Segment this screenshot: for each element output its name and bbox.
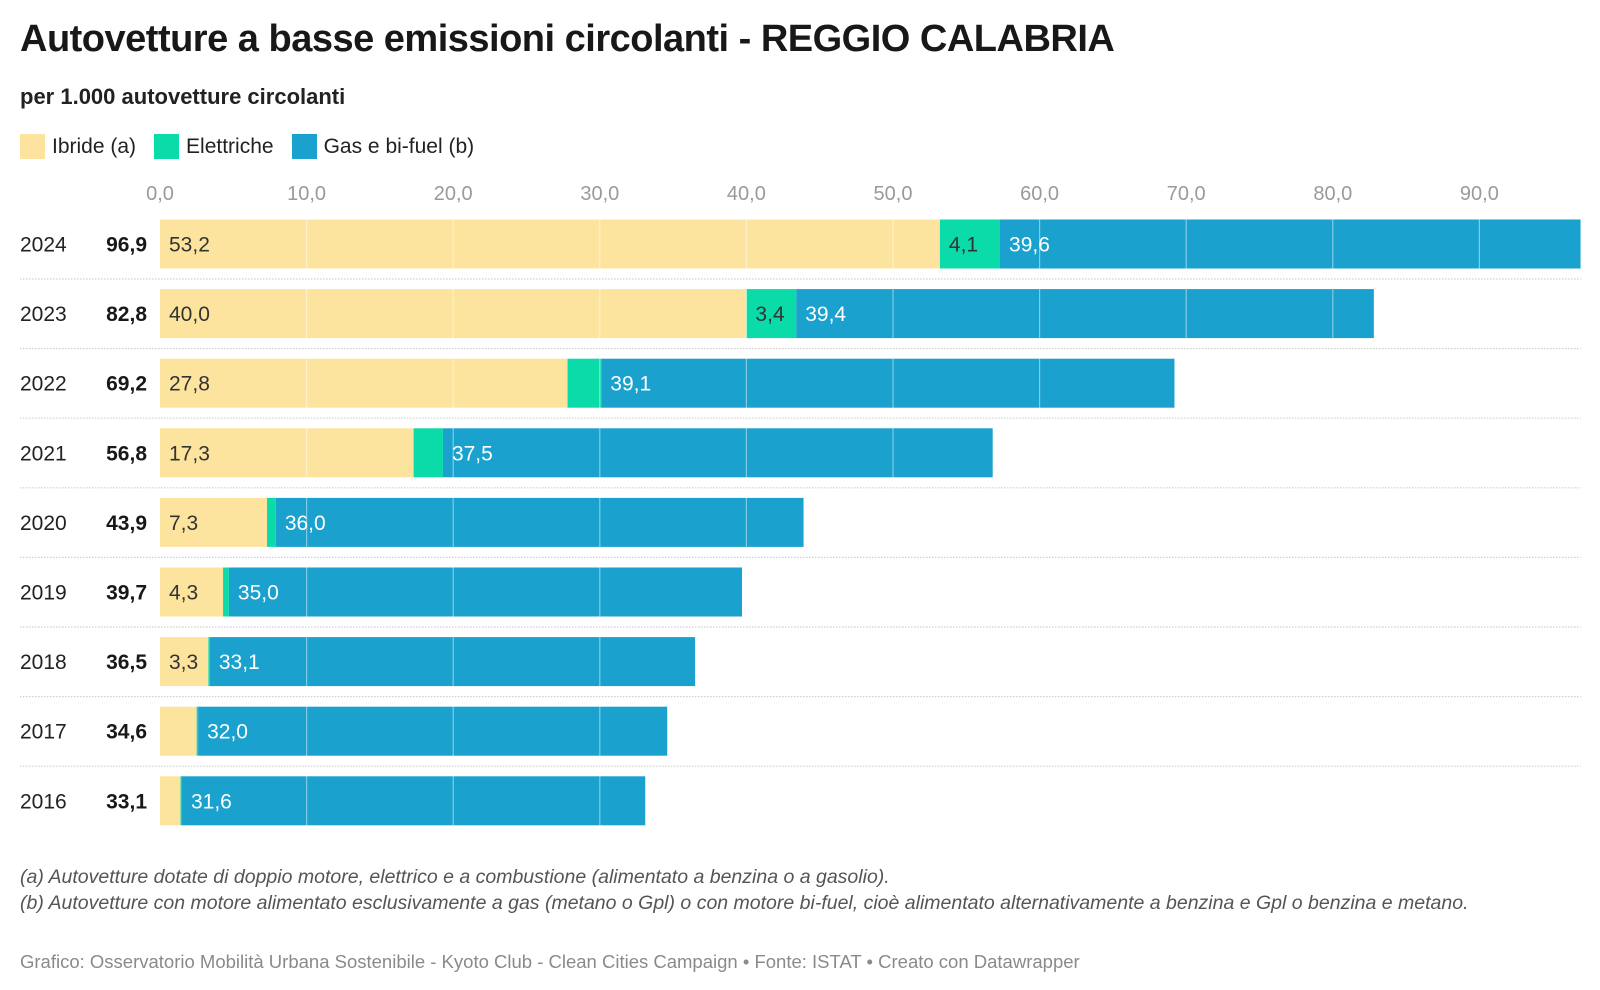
total-label: 69,2: [106, 373, 147, 396]
segment-label: 7,3: [169, 512, 198, 535]
segment-label: 39,6: [1009, 234, 1050, 257]
legend-item-gas: Gas e bi-fuel (b): [291, 134, 475, 159]
total-label: 39,7: [106, 582, 147, 605]
segment-label: 4,3: [169, 582, 198, 605]
bar-segment-elettriche: [223, 567, 229, 617]
x-tick-label: 90,0: [1460, 183, 1499, 205]
gridlines: [306, 219, 1481, 826]
total-label: 34,6: [106, 721, 147, 744]
bar-segment-ibride: [160, 219, 940, 269]
legend-label-gas: Gas e bi-fuel (b): [323, 134, 475, 158]
x-tick-label: 0,0: [146, 183, 174, 205]
bar-segment-elettriche: [208, 637, 210, 687]
bar-segment-gas: [275, 497, 804, 547]
year-label: 2017: [20, 721, 67, 744]
chart-subtitle: per 1.000 autovetture circolanti: [20, 84, 346, 109]
segment-label: 53,2: [169, 234, 210, 257]
year-label: 2016: [20, 790, 67, 813]
legend-swatch-gas: [291, 134, 317, 159]
segment-label: 3,4: [755, 303, 785, 326]
segment-label: 32,0: [207, 721, 248, 744]
bar-segment-gas: [228, 567, 743, 617]
total-label: 56,8: [106, 442, 147, 465]
x-tick-label: 40,0: [727, 183, 766, 205]
segment-label: 39,1: [610, 373, 651, 396]
bar-segment-elettriche: [413, 428, 443, 478]
bar-segment-ibride: [160, 567, 224, 617]
year-label: 2019: [20, 582, 67, 605]
segment-label: 40,0: [169, 303, 210, 326]
year-label: 2018: [20, 651, 67, 674]
x-tick-label: 10,0: [287, 183, 326, 205]
bar-segment-ibride: [160, 428, 414, 478]
stacked-bar-chart: 53,2 4,1 39,6 40,0 3,4 39,4 27,8 39,1 17,3 37,5 7,…: [20, 183, 1581, 826]
segment-label: 3,3: [169, 651, 198, 674]
bar-segment-ibride: [160, 706, 197, 756]
bar-segment-ibride: [160, 776, 181, 826]
x-tick-label: 50,0: [874, 183, 913, 205]
bar-segment-elettriche: [939, 219, 1001, 269]
legend: Ibride (a) Elettriche Gas e bi-fuel (b): [20, 134, 492, 159]
bar-segment-ibride: [160, 358, 568, 408]
footnote-a: (a) Autovetture dotate di doppio motore,…: [20, 866, 890, 888]
bar-segment-gas: [198, 706, 668, 756]
segment-label: 35,0: [238, 582, 279, 605]
x-axis: 0,0 10,0 20,0 30,0 40,0 50,0 60,0 70,0 80,0 90,0: [146, 183, 1499, 205]
bars: [160, 219, 1581, 826]
legend-swatch-elettriche: [154, 134, 180, 159]
legend-swatch-ibride: [20, 134, 45, 159]
bar-segment-elettriche: [196, 706, 199, 756]
total-label: 36,5: [106, 651, 147, 674]
legend-label-elettriche: Elettriche: [186, 134, 274, 158]
row-dividers: [20, 278, 1581, 767]
total-label: 43,9: [106, 512, 147, 535]
bar-segment-elettriche: [267, 497, 276, 547]
year-label: 2023: [20, 303, 67, 326]
segment-label: 33,1: [219, 651, 260, 674]
x-tick-label: 60,0: [1020, 183, 1059, 205]
segment-label: 36,0: [285, 512, 326, 535]
credits: Grafico: Osservatorio Mobilità Urbana So…: [20, 951, 1080, 972]
total-label: 96,9: [106, 234, 147, 257]
bar-segment-gas: [209, 637, 696, 687]
bar-segment-gas: [796, 289, 1374, 339]
footnotes: (a) Autovetture dotate di doppio motore,…: [20, 865, 1560, 916]
x-tick-label: 30,0: [580, 183, 619, 205]
chart-title: Autovetture a basse emissioni circolanti…: [20, 18, 1115, 60]
bar-segment-ibride: [160, 637, 209, 687]
bar-segment-gas: [1000, 219, 1581, 269]
year-label: 2022: [20, 373, 67, 396]
footnote-b: (b) Autovetture con motore alimentato es…: [20, 891, 1469, 914]
legend-item-ibride: Ibride (a): [20, 134, 136, 159]
x-tick-label: 80,0: [1313, 183, 1352, 205]
year-label: 2021: [20, 442, 67, 465]
year-label: 2024: [20, 234, 67, 257]
bar-segment-ibride: [160, 497, 268, 547]
bar-segment-gas: [601, 358, 1175, 408]
x-tick-label: 20,0: [434, 183, 473, 205]
year-label: 2020: [20, 512, 67, 535]
legend-label-ibride: Ibride (a): [52, 134, 137, 158]
bar-segment-gas: [442, 428, 993, 478]
segment-label: 17,3: [169, 442, 210, 465]
segment-label: 37,5: [452, 442, 493, 465]
segment-labels: 53,2 4,1 39,6 40,0 3,4 39,4 27,8 39,1 17,3 37,5 7,…: [169, 234, 1050, 814]
segment-label: 4,1: [949, 234, 978, 257]
segment-label: 31,6: [191, 790, 232, 813]
bar-segment-gas: [181, 776, 646, 826]
total-label: 33,1: [106, 790, 147, 813]
bar-segment-elettriche: [746, 289, 797, 339]
segment-label: 39,4: [805, 303, 846, 326]
bar-segment-elettriche: [567, 358, 602, 408]
total-label: 82,8: [106, 303, 147, 326]
bar-segment-elettriche: [180, 776, 182, 826]
x-tick-label: 70,0: [1167, 183, 1206, 205]
row-labels: 2024 96,9 2023 82,8 2022 69,2 2021 56,8 2020 43,9…: [20, 234, 147, 814]
segment-label: 27,8: [169, 373, 210, 396]
legend-item-elettriche: Elettriche: [154, 134, 274, 159]
bar-segment-ibride: [160, 289, 747, 339]
